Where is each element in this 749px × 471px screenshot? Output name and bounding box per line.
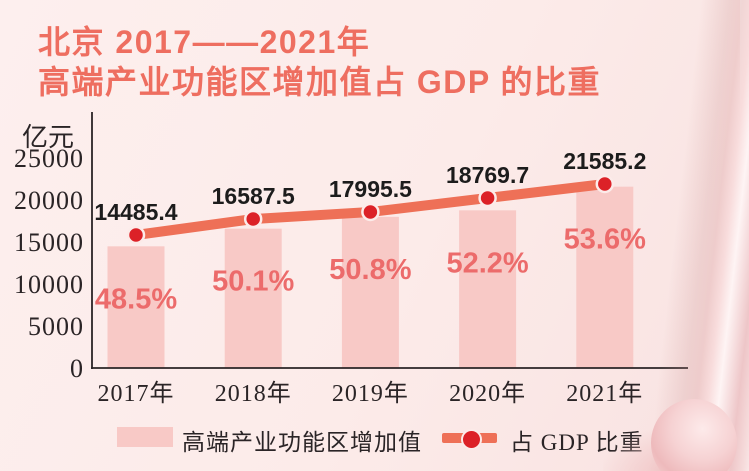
percent-label-2021年: 53.6% xyxy=(564,224,646,256)
percent-label-2020年: 52.2% xyxy=(446,247,528,279)
value-bar-2018年 xyxy=(224,228,282,368)
title-line-1: 北京 2017——2021年 xyxy=(38,24,371,60)
legend-bar-label: 高端产业功能区增加值 xyxy=(182,430,422,455)
page-curl-roll xyxy=(651,399,737,471)
gdp-share-dot-2018年 xyxy=(243,209,263,229)
x-tick-2018年: 2018年 xyxy=(215,380,292,407)
title-line-2: 高端产业功能区增加值占 GDP 的比重 xyxy=(38,64,602,100)
legend-line-dot-icon xyxy=(461,429,482,450)
gdp-share-dot-2020年 xyxy=(478,188,497,208)
y-tick-20000: 20000 xyxy=(14,186,84,215)
bar-value-label-2019年: 17995.5 xyxy=(329,176,412,202)
bar-value-label-2021年: 21585.2 xyxy=(563,148,646,174)
y-tick-25000: 25000 xyxy=(14,144,84,173)
bar-value-label-2017年: 14485.4 xyxy=(94,199,177,225)
gdp-share-dot-2021年 xyxy=(595,174,615,194)
legend-bar-swatch xyxy=(117,427,173,447)
bar-value-label-2020年: 18769.7 xyxy=(446,162,529,188)
chart-title: 北京 2017——2021年 高端产业功能区增加值占 GDP 的比重 xyxy=(38,22,601,102)
gdp-share-dot-2017年 xyxy=(126,225,146,245)
x-tick-2019年: 2019年 xyxy=(332,380,409,407)
y-tick-5000: 5000 xyxy=(28,312,84,341)
value-bar-2021年 xyxy=(576,186,634,368)
gdp-share-dot-2019年 xyxy=(361,202,380,222)
value-bar-2017年 xyxy=(107,246,165,368)
bar-value-label-2018年: 16587.5 xyxy=(212,183,295,209)
value-bar-2020年 xyxy=(459,210,517,368)
x-tick-2021年: 2021年 xyxy=(566,380,643,407)
x-tick-2017年: 2017年 xyxy=(98,380,175,407)
value-bar-2019年 xyxy=(341,216,399,368)
percent-label-2017年: 48.5% xyxy=(95,283,177,315)
percent-label-2018年: 50.1% xyxy=(212,266,294,298)
y-axis-unit-label: 亿元 xyxy=(22,123,75,152)
percent-label-2019年: 50.8% xyxy=(329,254,411,286)
y-tick-0: 0 xyxy=(70,354,84,383)
y-tick-15000: 15000 xyxy=(14,228,84,257)
y-tick-10000: 10000 xyxy=(14,270,84,299)
x-tick-2020年: 2020年 xyxy=(449,380,526,407)
